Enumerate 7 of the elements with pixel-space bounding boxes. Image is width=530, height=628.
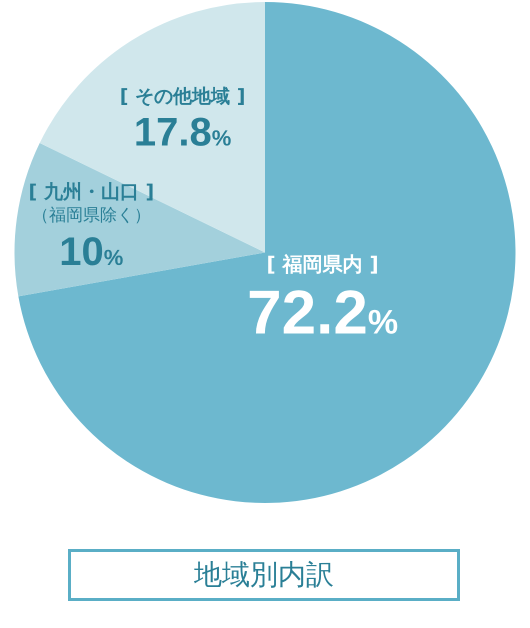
data-label: 17.8% (134, 110, 232, 155)
data-label: 72.2% (247, 278, 398, 348)
slice-label: [ 九州・山口 ] （福岡県除く） (28, 181, 154, 226)
data-label: 10% (59, 230, 124, 274)
slice-label: [ その他地域 ] (120, 85, 246, 108)
text: 地域別内訳 (68, 549, 460, 601)
slice-label: [ 福岡県内 ] (266, 252, 379, 276)
